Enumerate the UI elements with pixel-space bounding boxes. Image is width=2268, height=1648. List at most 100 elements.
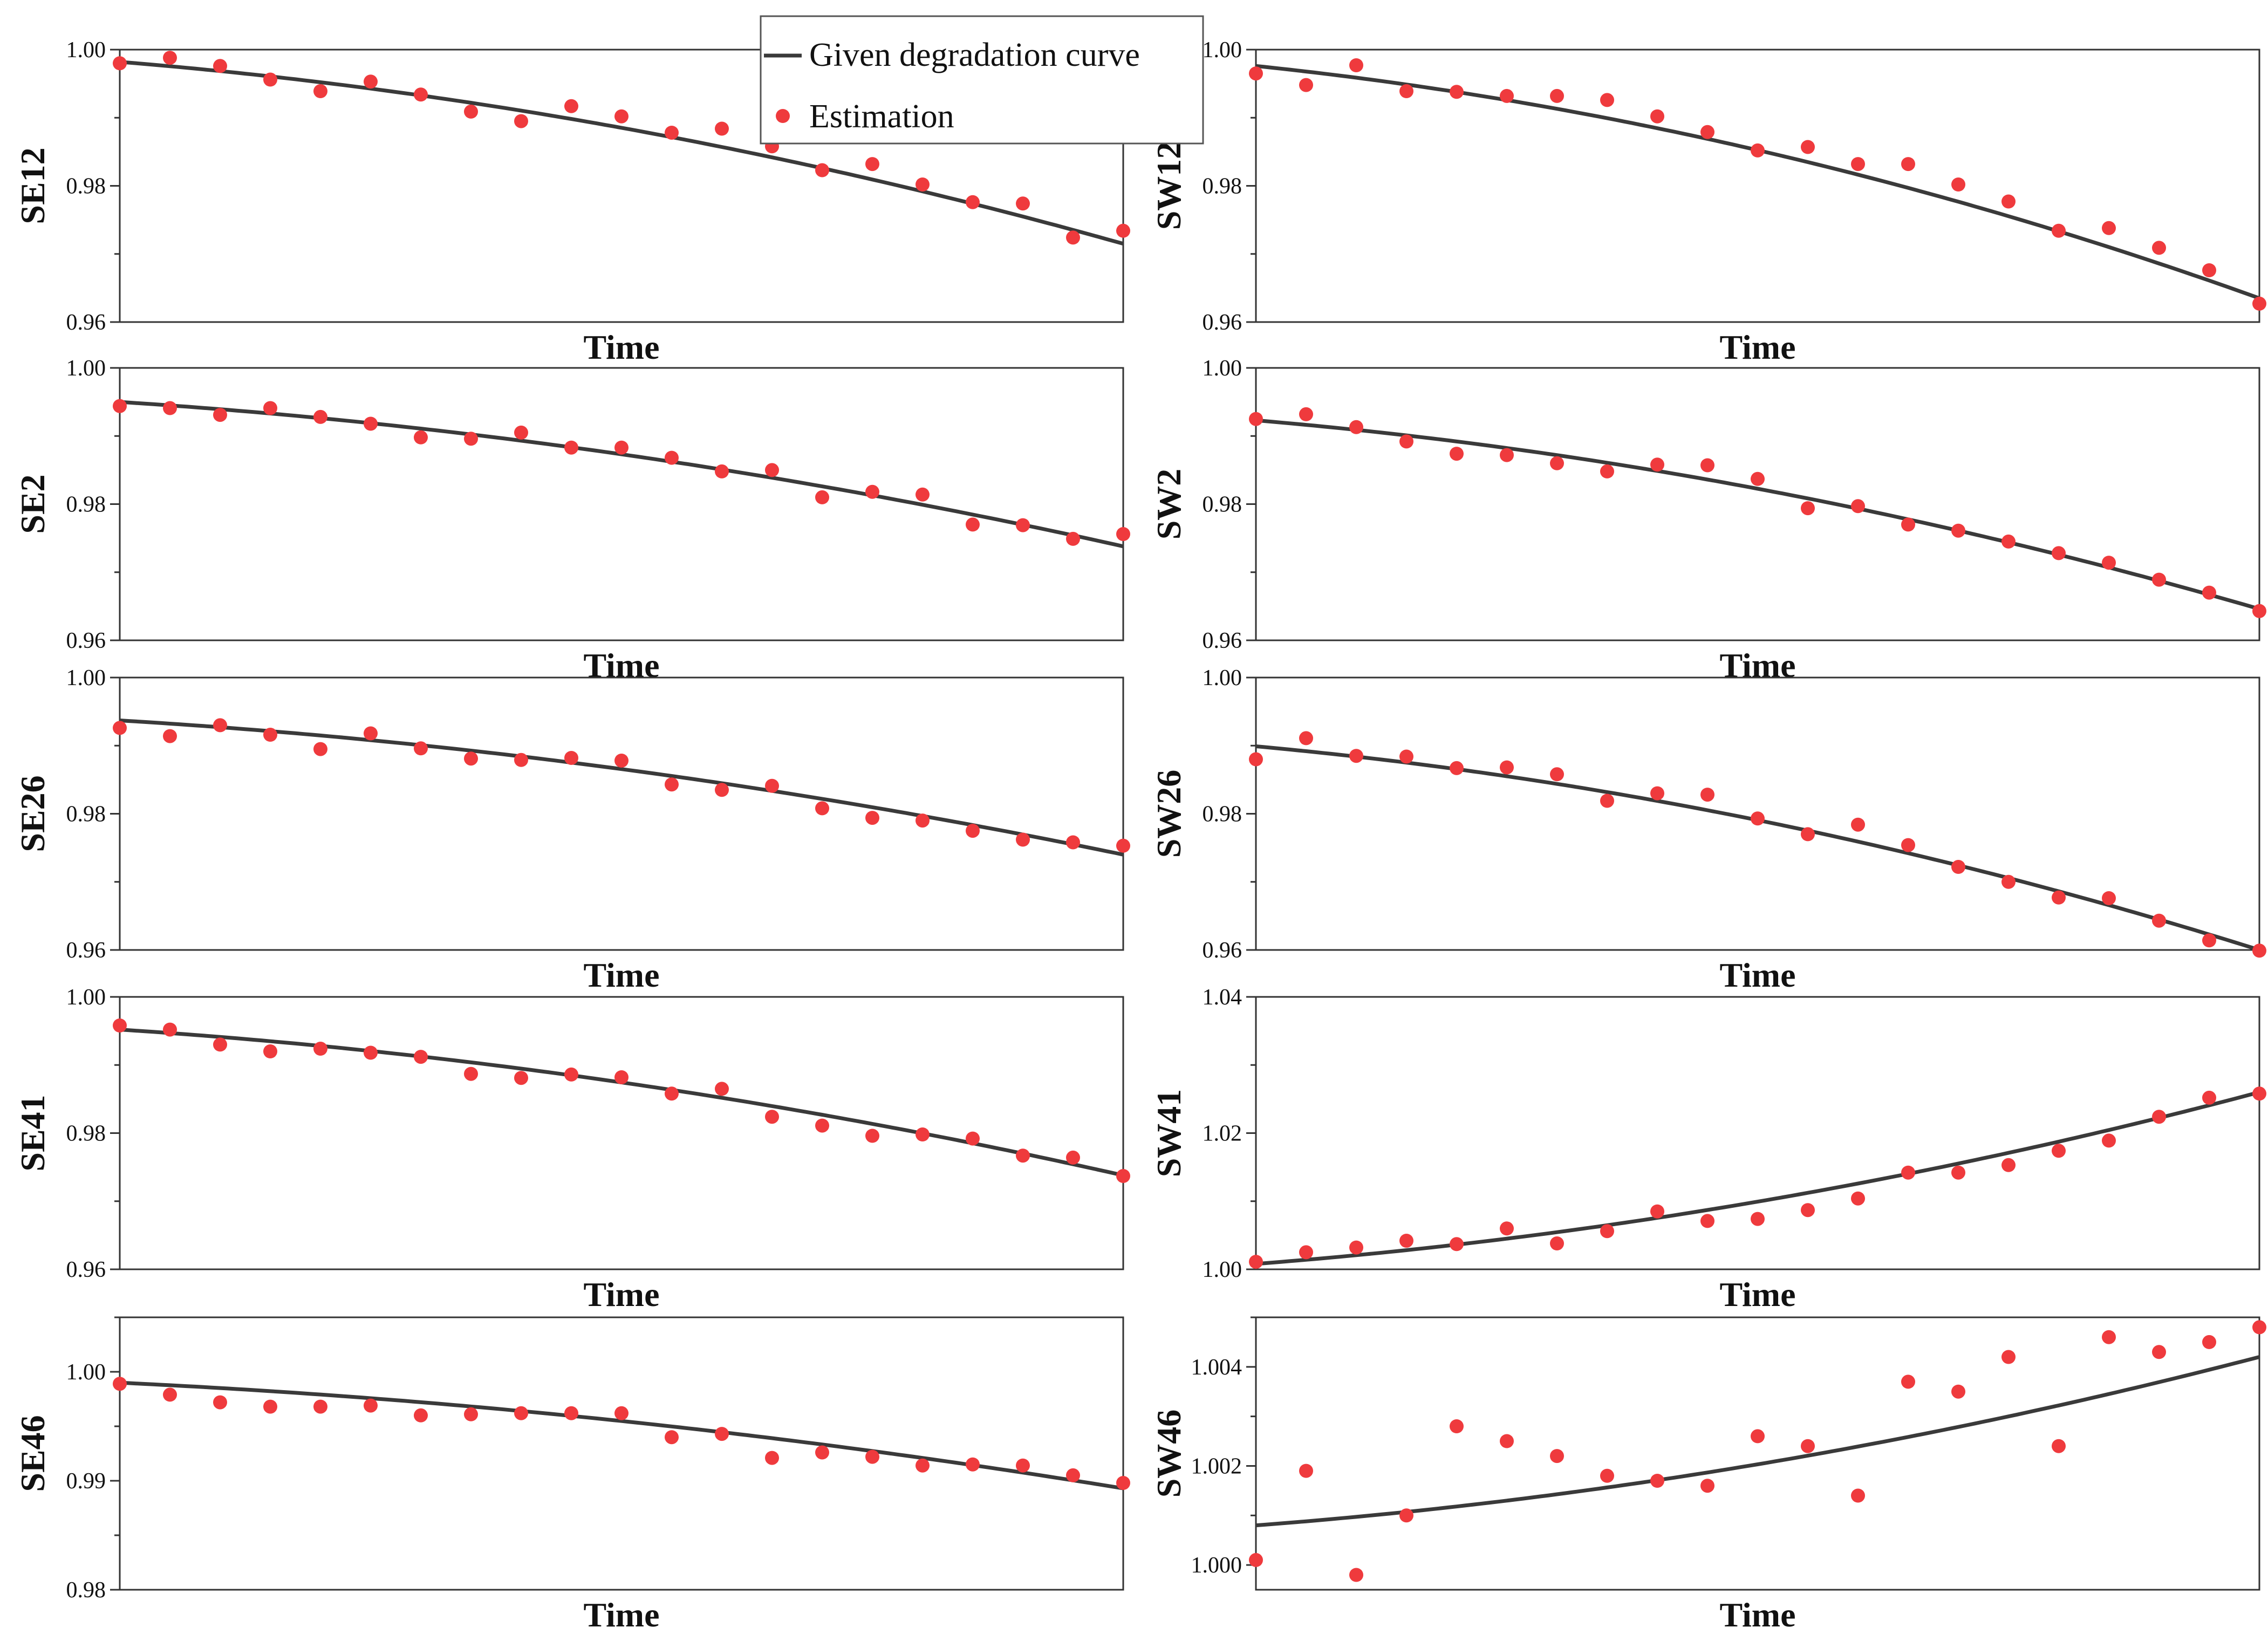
estimation-point bbox=[1650, 1474, 1664, 1488]
estimation-point bbox=[1116, 527, 1130, 541]
legend-box bbox=[760, 15, 1204, 145]
estimation-point bbox=[1550, 767, 1564, 782]
y-axis-label: SE46 bbox=[13, 1415, 52, 1492]
point-layer bbox=[113, 718, 1130, 853]
estimation-point bbox=[213, 59, 227, 73]
estimation-point bbox=[715, 464, 729, 478]
estimation-point bbox=[1066, 531, 1080, 546]
legend-estimation-label: Estimation bbox=[809, 98, 954, 135]
estimation-point bbox=[564, 440, 578, 455]
estimation-point bbox=[113, 1018, 127, 1032]
estimation-point bbox=[113, 399, 127, 413]
estimation-point bbox=[1650, 457, 1664, 472]
estimation-point bbox=[1500, 88, 1514, 103]
x-axis-label: Time bbox=[583, 646, 659, 685]
estimation-point bbox=[1299, 1245, 1313, 1260]
estimation-point bbox=[2102, 1133, 2116, 1148]
estimation-point bbox=[213, 1037, 227, 1052]
estimation-point bbox=[1650, 1204, 1664, 1219]
estimation-point bbox=[1700, 125, 1714, 139]
estimation-point bbox=[966, 1131, 980, 1146]
estimation-point bbox=[1450, 1237, 1464, 1252]
y-tick-label: 1.02 bbox=[1203, 1122, 1242, 1146]
estimation-point bbox=[2202, 1090, 2216, 1105]
estimation-point bbox=[1249, 1553, 1263, 1567]
estimation-point bbox=[916, 1458, 930, 1473]
estimation-point bbox=[514, 1071, 528, 1085]
estimation-point bbox=[2202, 1335, 2216, 1349]
estimation-point bbox=[2202, 585, 2216, 600]
estimation-point bbox=[1016, 1458, 1030, 1473]
estimation-point bbox=[1751, 471, 1765, 486]
estimation-point bbox=[514, 425, 528, 440]
estimation-point bbox=[1399, 749, 1413, 764]
estimation-point bbox=[1116, 223, 1130, 238]
x-axis-label: Time bbox=[583, 328, 659, 366]
estimation-point bbox=[765, 463, 779, 477]
estimation-point bbox=[163, 51, 177, 65]
y-axis-label: SE12 bbox=[13, 147, 52, 224]
y-tick-label: 0.99 bbox=[66, 1469, 106, 1494]
y-tick-label: 0.96 bbox=[1203, 628, 1242, 653]
x-axis-label: Time bbox=[1719, 1275, 1795, 1314]
estimation-point bbox=[1700, 1479, 1714, 1493]
estimation-point bbox=[1116, 838, 1130, 853]
estimation-point bbox=[2001, 874, 2016, 889]
estimation-point bbox=[1851, 817, 1865, 832]
estimation-point bbox=[514, 114, 528, 128]
estimation-point bbox=[2052, 223, 2066, 238]
estimation-point bbox=[1700, 458, 1714, 473]
estimation-point bbox=[715, 121, 729, 136]
y-tick-label: 1.00 bbox=[66, 1360, 106, 1385]
estimation-point bbox=[1299, 407, 1313, 421]
estimation-point bbox=[1851, 157, 1865, 172]
estimation-point bbox=[1399, 434, 1413, 449]
x-axis-label: Time bbox=[583, 1596, 659, 1634]
estimation-point bbox=[213, 1395, 227, 1410]
degradation-curve bbox=[120, 60, 1123, 246]
estimation-point bbox=[916, 813, 930, 828]
estimation-point bbox=[2252, 943, 2266, 958]
estimation-point bbox=[966, 1457, 980, 1472]
estimation-point bbox=[1751, 1429, 1765, 1444]
estimation-point bbox=[464, 1066, 478, 1081]
estimation-point bbox=[665, 126, 679, 140]
y-tick-label: 1.00 bbox=[1203, 1257, 1242, 1282]
data-layer bbox=[1256, 1090, 2259, 1266]
estimation-point bbox=[1951, 860, 1965, 874]
estimation-point bbox=[815, 490, 829, 504]
y-tick-label: 1.002 bbox=[1191, 1454, 1242, 1479]
estimation-point bbox=[1700, 1214, 1714, 1228]
estimation-point bbox=[414, 1408, 428, 1423]
estimation-point bbox=[916, 487, 930, 502]
x-axis-label: Time bbox=[1719, 646, 1795, 685]
y-tick-label: 0.96 bbox=[66, 938, 106, 963]
estimation-point bbox=[1951, 1384, 1965, 1399]
estimation-point bbox=[1550, 88, 1564, 103]
estimation-point bbox=[1299, 1464, 1313, 1478]
estimation-point bbox=[163, 401, 177, 415]
estimation-point bbox=[2102, 891, 2116, 905]
degradation-curve bbox=[1256, 418, 2259, 611]
y-tick-label: 1.04 bbox=[1203, 985, 1242, 1010]
estimation-point bbox=[1801, 1203, 1815, 1218]
estimation-point bbox=[2202, 263, 2216, 277]
estimation-point bbox=[414, 430, 428, 445]
estimation-point bbox=[1801, 827, 1815, 842]
estimation-point bbox=[414, 741, 428, 756]
estimation-point bbox=[1751, 811, 1765, 826]
y-tick-label: 0.98 bbox=[66, 174, 106, 199]
estimation-point bbox=[765, 1451, 779, 1465]
y-tick-label: 0.98 bbox=[66, 802, 106, 827]
estimation-point bbox=[1016, 518, 1030, 532]
estimation-point bbox=[715, 1427, 729, 1441]
estimation-point bbox=[2152, 913, 2166, 928]
estimation-point bbox=[815, 801, 829, 816]
estimation-point bbox=[2001, 1158, 2016, 1172]
y-tick-label: 1.00 bbox=[1203, 38, 1242, 63]
estimation-point bbox=[564, 1406, 578, 1420]
estimation-point bbox=[815, 1118, 829, 1133]
estimation-point bbox=[1349, 1568, 1363, 1582]
y-axis-label: SW12 bbox=[1150, 142, 1188, 230]
estimation-point bbox=[1066, 1468, 1080, 1482]
